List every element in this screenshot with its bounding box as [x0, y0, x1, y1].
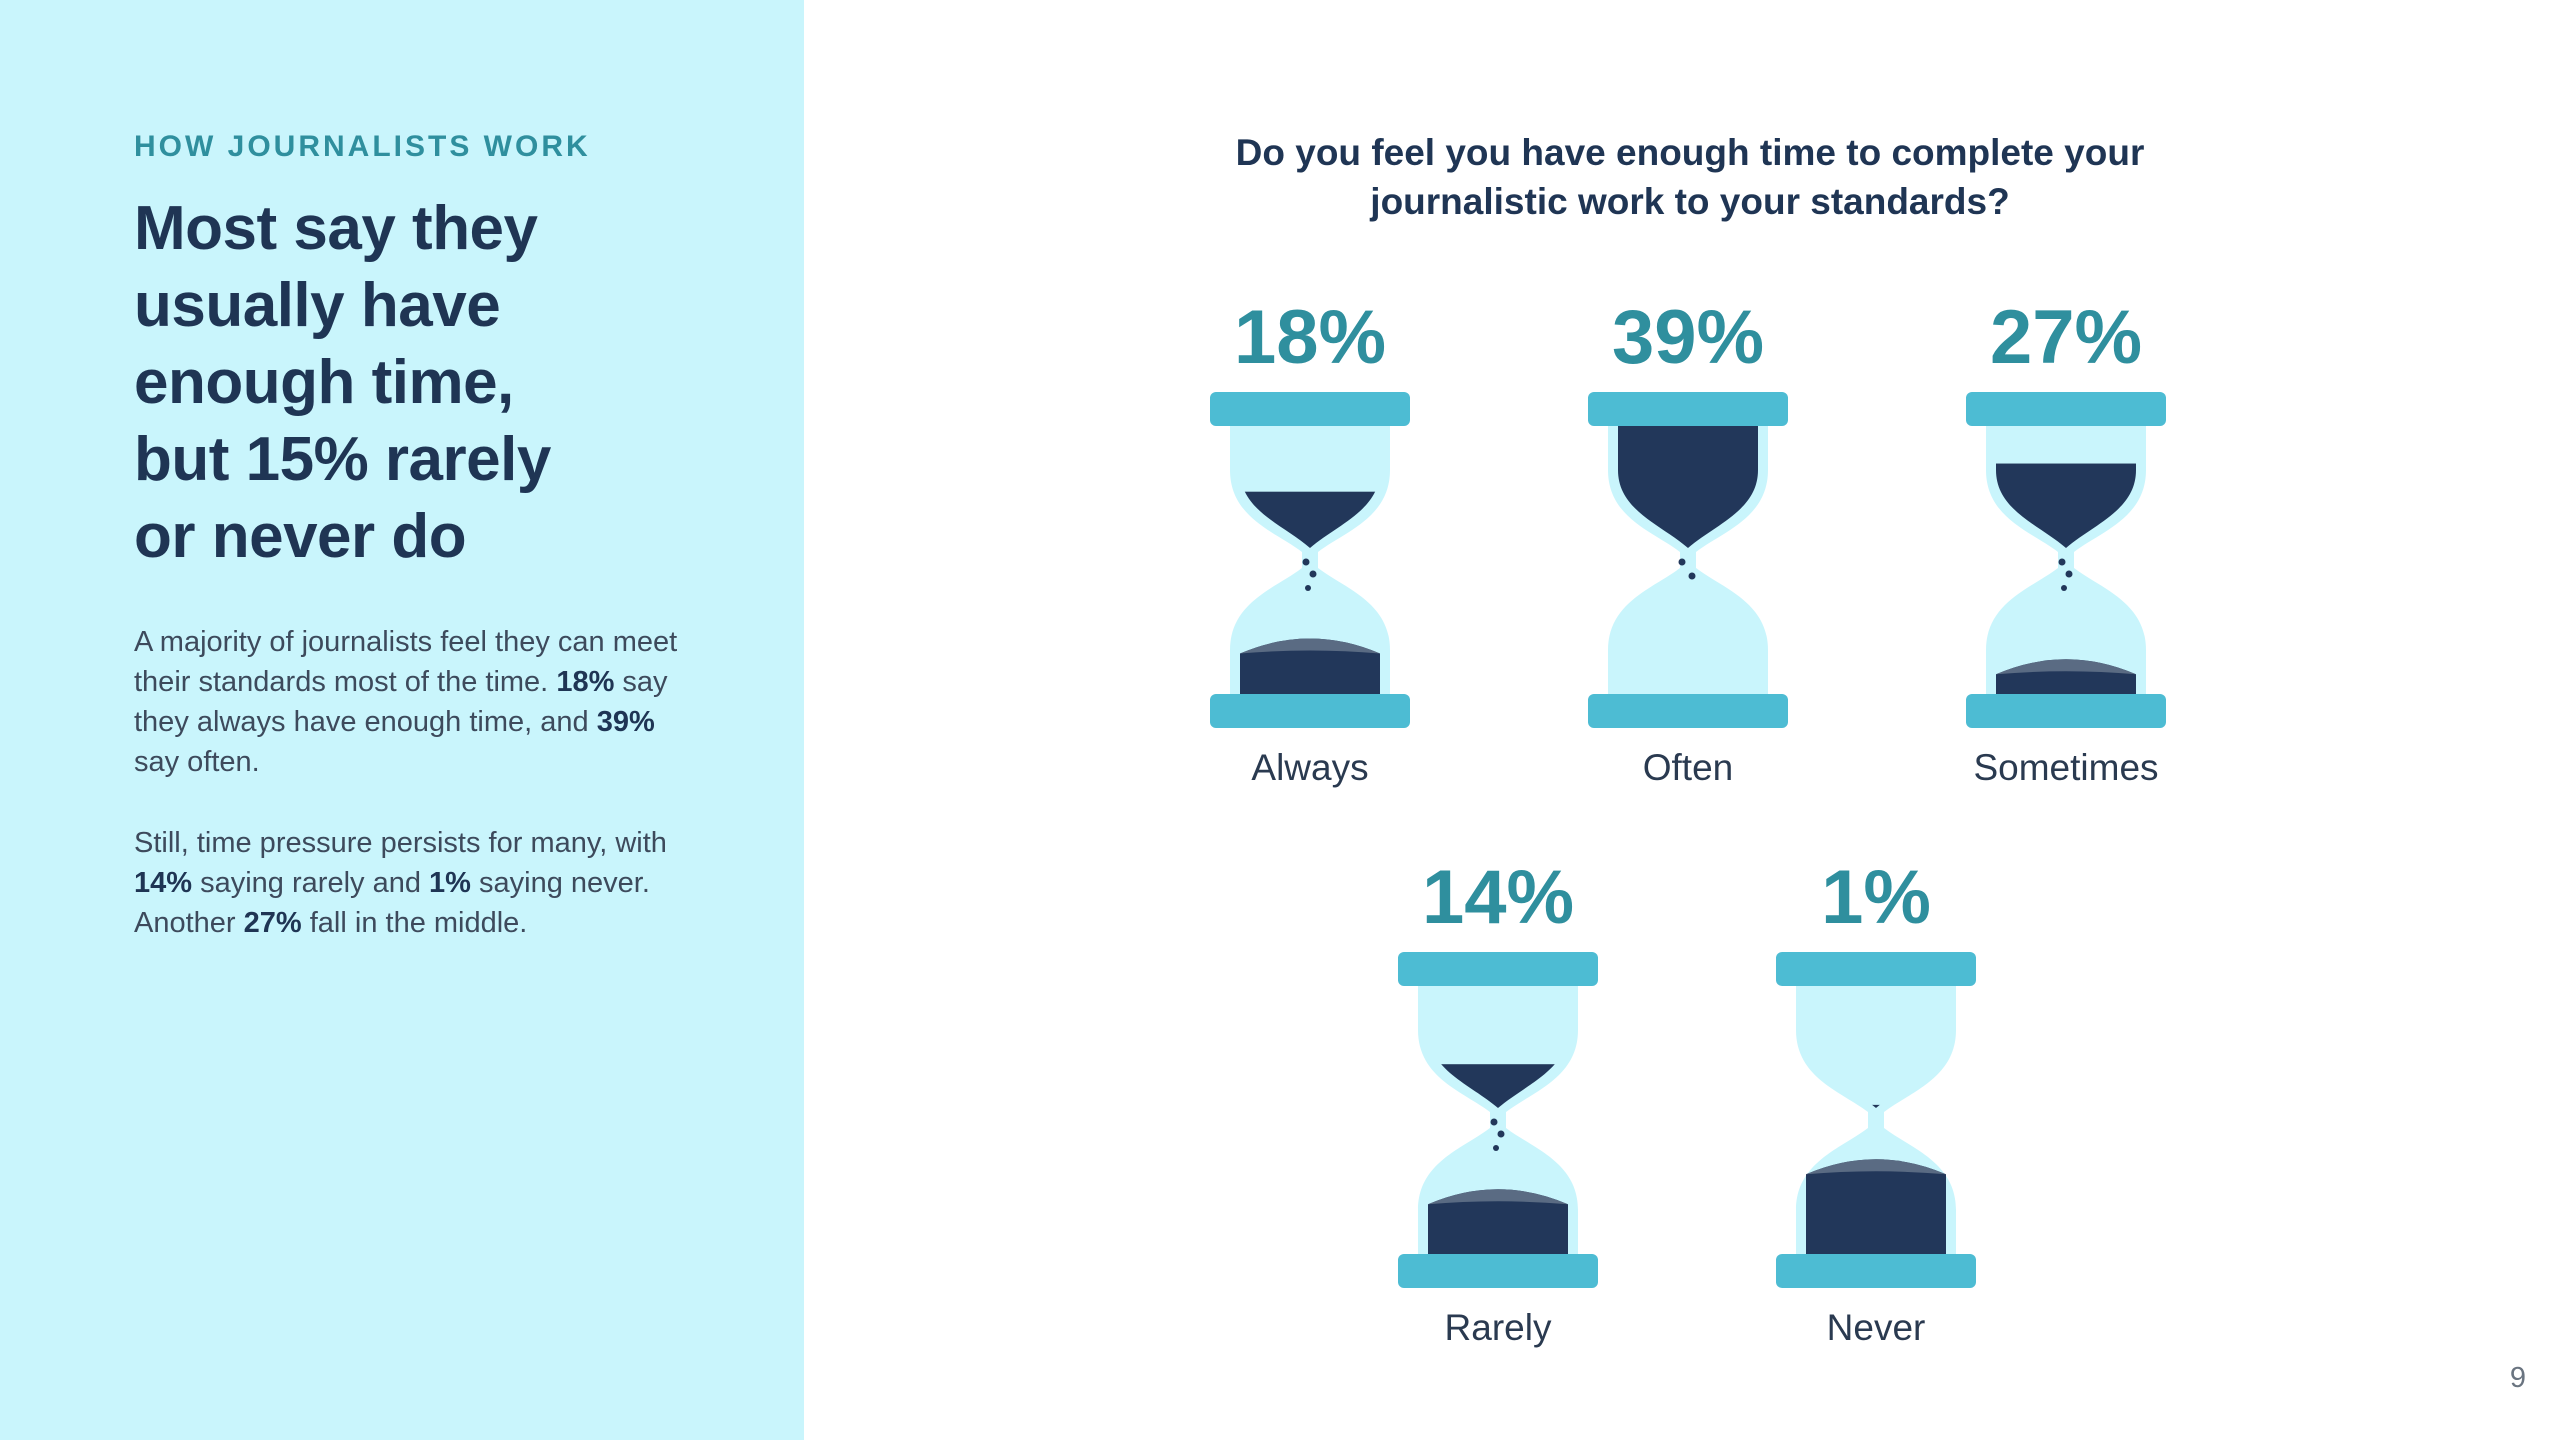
headline-line: or never do [134, 502, 467, 571]
sand-grain [1305, 585, 1311, 591]
data-label: 1% [1821, 855, 1931, 940]
sand-grain [2065, 570, 2073, 578]
hourglass-icon [1588, 392, 1788, 728]
hourglass-bottom-cap [1966, 694, 2166, 728]
category-label: Sometimes [1973, 747, 2159, 788]
sand-grain [2058, 558, 2066, 566]
hourglass-top-cap [1776, 952, 1976, 986]
hourglass-bottom-cap [1210, 694, 1410, 728]
paragraph-text: fall in the middle. [309, 907, 528, 939]
sand-grain [2061, 585, 2067, 591]
summary-paragraph-2: Still, time pressure persists for many, … [134, 823, 694, 943]
stat-rarely: 14% [134, 867, 193, 899]
headline-line: enough time, [134, 348, 514, 417]
sand-grain [1309, 570, 1317, 578]
hourglass-top-cap [1210, 392, 1410, 426]
data-label: 18% [1233, 295, 1387, 380]
data-label: 39% [1611, 295, 1765, 380]
page-number: 9 [2509, 1362, 2526, 1394]
headline-line: usually have [134, 271, 501, 340]
sand-grain [1678, 558, 1686, 566]
category-label: Never [1826, 1307, 1926, 1348]
hourglass-icon [1966, 392, 2166, 728]
summary-paragraph-1: A majority of journalists feel they can … [134, 622, 694, 782]
stat-never: 1% [429, 867, 471, 899]
hourglass-bottom-cap [1398, 1254, 1598, 1288]
sand-lower [1240, 638, 1380, 694]
hourglass-glass [1418, 986, 1578, 1254]
sand-mound [1240, 638, 1380, 654]
hourglass-icon [1776, 952, 1976, 1288]
hourglass-bottom-cap [1776, 1254, 1976, 1288]
data-label: 27% [1989, 295, 2143, 380]
hourglass-bottom-cap [1588, 694, 1788, 728]
sand-grain [1490, 1118, 1498, 1126]
paragraph-text: Still, time pressure persists for many, … [134, 827, 667, 859]
hourglass-icon [1210, 392, 1410, 728]
headline-line: Most say they [134, 194, 538, 263]
hourglass-top-cap [1588, 392, 1788, 426]
hourglass-top-cap [1966, 392, 2166, 426]
sand-grain [1302, 558, 1310, 566]
stat-often: 39% [596, 706, 655, 738]
paragraph-text: A majority of journalists feel they can … [134, 626, 678, 698]
paragraph-text: say often. [134, 746, 260, 778]
sand-upper [1428, 1064, 1568, 1108]
sand-grain [1497, 1130, 1505, 1138]
paragraph-text: saying never. Another [134, 867, 650, 939]
sidebar-panel: HOW JOURNALISTS WORK Most say they usual… [0, 0, 804, 1440]
headline: Most say they usually have enough time, … [134, 190, 694, 575]
paragraph-text: saying rarely and [200, 867, 421, 899]
sand-mound [1996, 659, 2136, 675]
sand-mound [1806, 1159, 1946, 1175]
sand-mound [1428, 1189, 1568, 1205]
headline-line: but 15% rarely [134, 425, 551, 494]
sand-grain [1493, 1145, 1499, 1151]
hourglass-icon [1398, 952, 1598, 1288]
chart-title: Do you feel you have enough time to comp… [1235, 132, 2145, 222]
sand-lower [1428, 1189, 1568, 1254]
sand-upper [1806, 1104, 1946, 1108]
stat-sometimes: 27% [243, 907, 302, 939]
category-label: Often [1642, 747, 1734, 788]
category-label: Rarely [1444, 1307, 1552, 1348]
sand-lower [1806, 1159, 1946, 1254]
sand-grain [1688, 572, 1696, 580]
section-eyebrow: HOW JOURNALISTS WORK [134, 130, 591, 163]
stat-always: 18% [556, 666, 615, 698]
paragraph-text: say they always have enough time, and [134, 666, 668, 738]
category-label: Always [1251, 747, 1369, 788]
data-label: 14% [1421, 855, 1575, 940]
hourglass-top-cap [1398, 952, 1598, 986]
